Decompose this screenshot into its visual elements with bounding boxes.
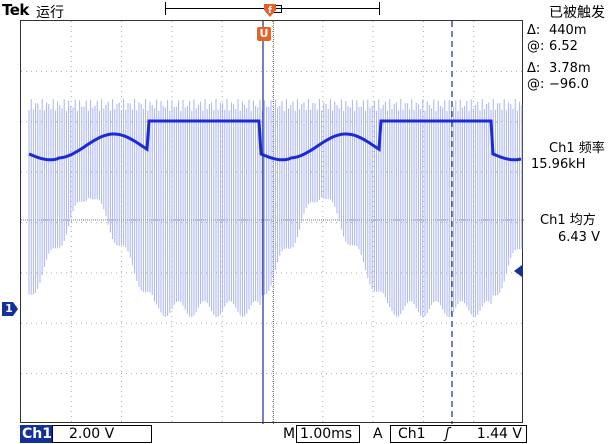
bottom-settings-bar: Ch1 2.00 V M 1.00ms A Ch1 ʃ 1.44 V bbox=[0, 424, 613, 444]
run-state-label[interactable]: 运行 bbox=[36, 5, 64, 21]
volts-per-div[interactable]: 2.00 V bbox=[52, 425, 152, 443]
channel-ground-marker-icon[interactable] bbox=[2, 302, 18, 316]
measurement-frequency-value: 15.96kH bbox=[531, 157, 586, 172]
trigger-state-label: 已被触发 bbox=[549, 5, 605, 21]
trigger-mode[interactable]: A bbox=[373, 426, 383, 442]
waveform-fill bbox=[28, 99, 523, 317]
readout-panel: Δ: 440m @: 6.52 Δ: 3.78m @: −96.0 Ch1 频率… bbox=[527, 20, 613, 423]
channel-badge[interactable]: Ch1 bbox=[20, 425, 52, 443]
cursor-delta-time: Δ: 440m bbox=[527, 23, 587, 38]
brand-logo: Tek bbox=[2, 1, 29, 19]
timebase-prefix: M bbox=[283, 426, 296, 442]
waveform-envelope bbox=[28, 119, 522, 162]
measurement-rms-value: 6.43 V bbox=[558, 230, 600, 245]
graticule bbox=[21, 21, 524, 424]
timebase-value[interactable]: 1.00ms bbox=[296, 425, 360, 443]
cursor-position-time: @: 6.52 bbox=[527, 39, 578, 54]
channel-ground-marker-label: 1 bbox=[5, 302, 13, 315]
trigger-level: 1.44 V bbox=[476, 426, 522, 442]
top-status-bar: Tek 运行 已被触发 bbox=[0, 0, 613, 21]
trigger-position-marker-icon[interactable]: f bbox=[263, 4, 277, 18]
trigger-settings[interactable]: Ch1 ʃ 1.44 V bbox=[390, 425, 527, 443]
svg-text:f: f bbox=[268, 6, 272, 16]
trigger-point-marker[interactable]: U bbox=[257, 27, 271, 41]
trigger-slope-icon: ʃ bbox=[445, 426, 450, 442]
cursor-delta-voltage: Δ: 3.78m bbox=[527, 61, 591, 76]
trigger-source: Ch1 bbox=[398, 426, 426, 442]
measurement-rms-title: Ch1 均方 bbox=[540, 213, 596, 228]
measurement-frequency-title: Ch1 频率 bbox=[549, 141, 605, 156]
trigger-level-arrow-icon[interactable] bbox=[512, 265, 522, 277]
cursor-position-voltage: @: −96.0 bbox=[527, 77, 589, 92]
waveform-display[interactable] bbox=[20, 20, 524, 424]
